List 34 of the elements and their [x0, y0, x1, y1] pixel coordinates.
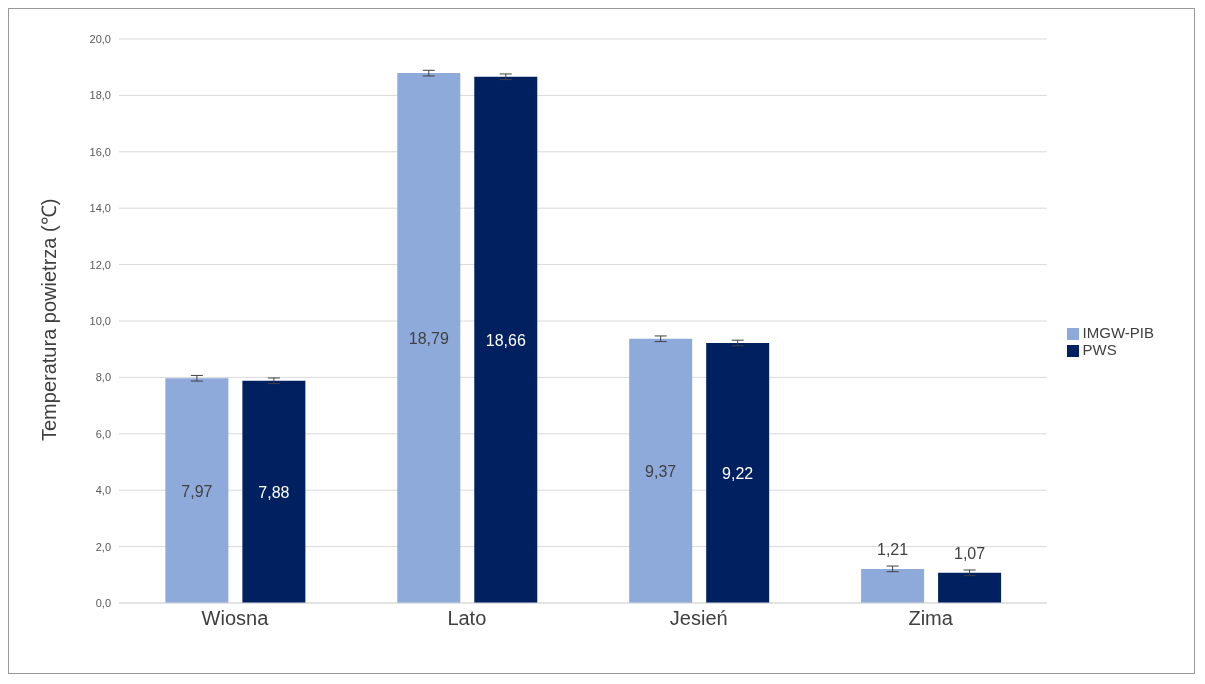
y-tick-label: 4,0 [95, 484, 111, 497]
bar [706, 343, 770, 603]
x-tick-label: Lato [447, 607, 487, 630]
data-label: 7,97 [181, 482, 213, 500]
bar [938, 572, 1002, 603]
x-tick-label: Jesień [669, 607, 728, 630]
data-label: 1,21 [877, 540, 909, 558]
data-label: 7,88 [258, 483, 290, 501]
bar [242, 380, 306, 603]
y-tick-label: 18,0 [89, 89, 111, 102]
data-label: 18,66 [485, 331, 526, 349]
y-tick-label: 8,0 [95, 371, 111, 384]
bar [629, 338, 693, 603]
bar [397, 73, 461, 603]
data-label: 1,07 [954, 544, 986, 562]
data-label: 18,79 [408, 330, 449, 348]
y-tick-label: 0,0 [95, 596, 111, 609]
y-tick-label: 14,0 [89, 202, 111, 215]
bar [474, 76, 538, 603]
y-tick-label: 20,0 [89, 32, 111, 45]
y-tick-label: 2,0 [95, 540, 111, 553]
bar [861, 568, 925, 603]
y-tick-label: 6,0 [95, 427, 111, 440]
x-tick-label: Wiosna [201, 607, 270, 630]
legend-label: PWS [1082, 341, 1117, 358]
y-tick-label: 16,0 [89, 145, 111, 158]
data-label: 9,22 [722, 465, 754, 482]
legend-label: IMGW-PIB [1082, 324, 1154, 341]
y-axis-title: Temperatura powietrza (℃) [38, 198, 61, 441]
bar [165, 378, 229, 603]
y-tick-label: 12,0 [89, 258, 111, 271]
y-tick-label: 10,0 [89, 314, 111, 327]
data-label: 9,37 [645, 462, 677, 480]
x-tick-label: Zima [908, 607, 954, 630]
